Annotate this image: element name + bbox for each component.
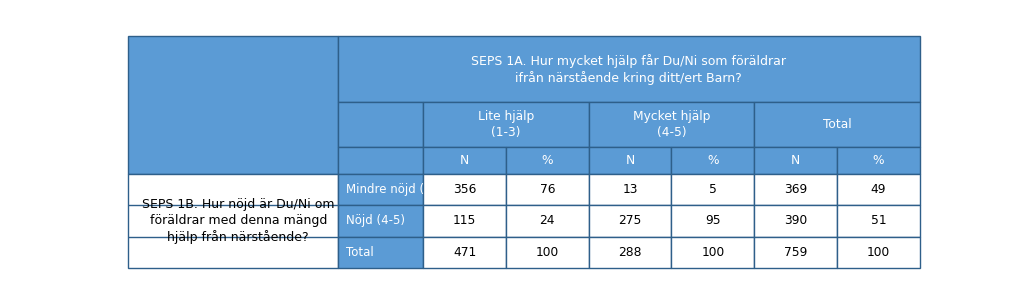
Bar [423, 102, 589, 147]
Text: 51: 51 [871, 214, 886, 228]
Bar [837, 174, 920, 205]
Bar [589, 237, 671, 268]
Text: 95: 95 [705, 214, 721, 228]
Text: %: % [542, 154, 553, 167]
Bar [423, 237, 506, 268]
Text: Total: Total [345, 246, 373, 259]
Bar [506, 147, 589, 174]
Bar [589, 102, 754, 147]
Bar [754, 237, 837, 268]
Bar [671, 205, 754, 237]
Bar [589, 205, 671, 237]
Text: 288: 288 [618, 246, 642, 259]
Bar [337, 174, 423, 205]
Text: Mindre nöjd (1-3): Mindre nöjd (1-3) [345, 183, 448, 196]
Text: 100: 100 [536, 246, 559, 259]
Text: Mycket hjälp
(4-5): Mycket hjälp (4-5) [633, 110, 710, 139]
Text: 100: 100 [867, 246, 890, 259]
Bar [128, 174, 337, 268]
Bar [754, 147, 837, 174]
Bar [337, 102, 423, 147]
Bar [506, 205, 589, 237]
Bar [589, 174, 671, 205]
Bar [671, 147, 754, 174]
Bar [671, 174, 754, 205]
Text: Nöjd (4-5): Nöjd (4-5) [345, 214, 405, 228]
Text: 356: 356 [453, 183, 476, 196]
Text: 100: 100 [701, 246, 725, 259]
Text: N: N [791, 154, 800, 167]
Bar [589, 147, 671, 174]
Text: 13: 13 [622, 183, 638, 196]
Bar [837, 237, 920, 268]
Text: 369: 369 [784, 183, 807, 196]
Bar [837, 147, 920, 174]
Text: 390: 390 [784, 214, 807, 228]
Text: %: % [707, 154, 718, 167]
Bar [337, 205, 423, 237]
Text: 759: 759 [784, 246, 807, 259]
Text: 76: 76 [540, 183, 555, 196]
Text: Total: Total [823, 118, 851, 131]
Bar [837, 205, 920, 237]
Bar [506, 174, 589, 205]
Text: N: N [460, 154, 469, 167]
Text: 5: 5 [709, 183, 716, 196]
Bar [754, 205, 837, 237]
Text: SEPS 1A. Hur mycket hjälp får Du/Ni som föräldrar
ifrån närstående kring ditt/er: SEPS 1A. Hur mycket hjälp får Du/Ni som … [471, 54, 786, 85]
Bar [337, 36, 920, 102]
Bar [754, 174, 837, 205]
Text: 275: 275 [618, 214, 642, 228]
Bar [128, 36, 337, 174]
Bar [506, 237, 589, 268]
Text: 471: 471 [453, 246, 476, 259]
Bar [423, 147, 506, 174]
Bar [423, 205, 506, 237]
Text: Lite hjälp
(1-3): Lite hjälp (1-3) [478, 110, 535, 139]
Text: 115: 115 [453, 214, 476, 228]
Text: 49: 49 [871, 183, 886, 196]
Text: SEPS 1B. Hur nöjd är Du/Ni om
föräldrar med denna mängd
hjälp från närstående?: SEPS 1B. Hur nöjd är Du/Ni om föräldrar … [142, 198, 334, 244]
Text: %: % [873, 154, 884, 167]
Text: N: N [625, 154, 635, 167]
Bar [423, 174, 506, 205]
Bar [337, 237, 423, 268]
Bar [754, 102, 920, 147]
Bar [337, 147, 423, 174]
Bar [671, 237, 754, 268]
Text: 24: 24 [540, 214, 555, 228]
